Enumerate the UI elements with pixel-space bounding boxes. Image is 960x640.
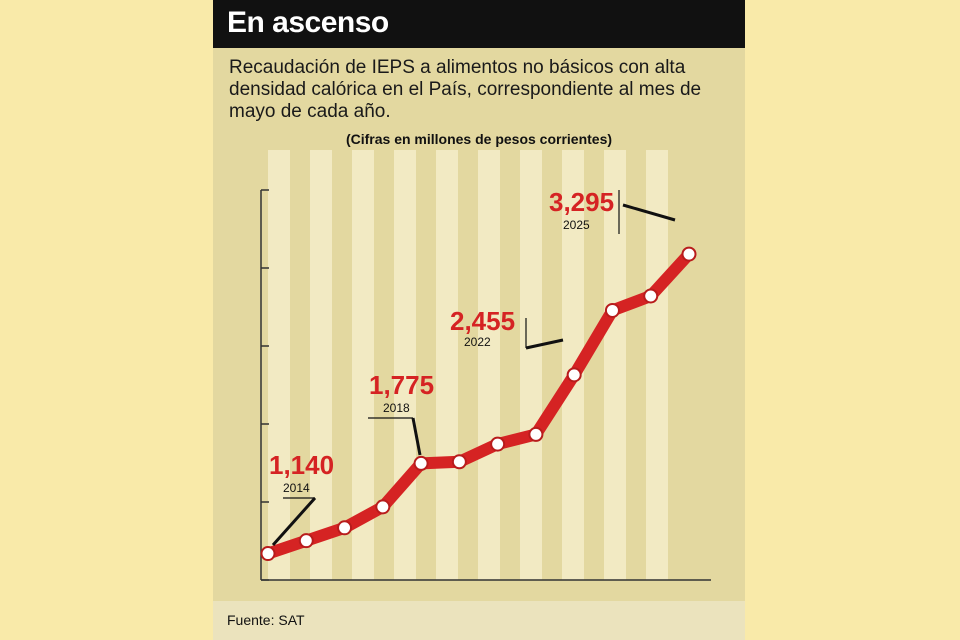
- label-pointer: [622, 203, 676, 222]
- data-point: [681, 246, 697, 262]
- background-stripes: [268, 150, 668, 580]
- chart-title: En ascenso: [227, 6, 389, 39]
- background-stripe: [604, 150, 626, 580]
- label-pointer: [271, 497, 317, 546]
- background-stripe: [562, 150, 584, 580]
- value-label: 2,455: [450, 306, 515, 336]
- data-point: [260, 546, 276, 562]
- background-stripe: [394, 150, 416, 580]
- year-label: 2014: [283, 481, 310, 495]
- data-point: [375, 499, 391, 515]
- background-stripe: [436, 150, 458, 580]
- infographic-panel: En ascenso Recaudación de IEPS a aliment…: [213, 0, 745, 640]
- value-label: 1,140: [269, 450, 334, 480]
- year-label: 2022: [464, 335, 491, 349]
- data-point: [298, 533, 314, 549]
- year-label: 2025: [563, 218, 590, 232]
- background-stripe: [520, 150, 542, 580]
- data-point: [643, 288, 659, 304]
- chart-subtitle: Recaudación de IEPS a alimentos no básic…: [229, 57, 702, 122]
- value-label: 1,775: [369, 370, 434, 400]
- data-point: [604, 302, 620, 318]
- data-point: [566, 367, 582, 383]
- data-point: [413, 455, 429, 471]
- background-stripe: [352, 150, 374, 580]
- year-label: 2018: [383, 401, 410, 415]
- value-label: 3,295: [549, 187, 614, 217]
- units-note: (Cifras en millones de pesos corrientes): [345, 131, 613, 147]
- data-point: [337, 520, 353, 536]
- background-stripe: [478, 150, 500, 580]
- label-pointer: [411, 417, 422, 456]
- background-stripe: [646, 150, 668, 580]
- data-point: [490, 436, 506, 452]
- label-pointer: [525, 338, 564, 350]
- title-bar: En ascenso: [213, 0, 745, 48]
- source-bar: Fuente: SAT: [213, 601, 745, 640]
- background-stripe: [310, 150, 332, 580]
- data-points: [260, 246, 697, 562]
- background-stripe: [268, 150, 290, 580]
- chart-axes: [260, 189, 711, 581]
- data-point: [528, 426, 544, 442]
- data-point: [451, 454, 467, 470]
- source-note: Fuente: SAT: [227, 612, 305, 628]
